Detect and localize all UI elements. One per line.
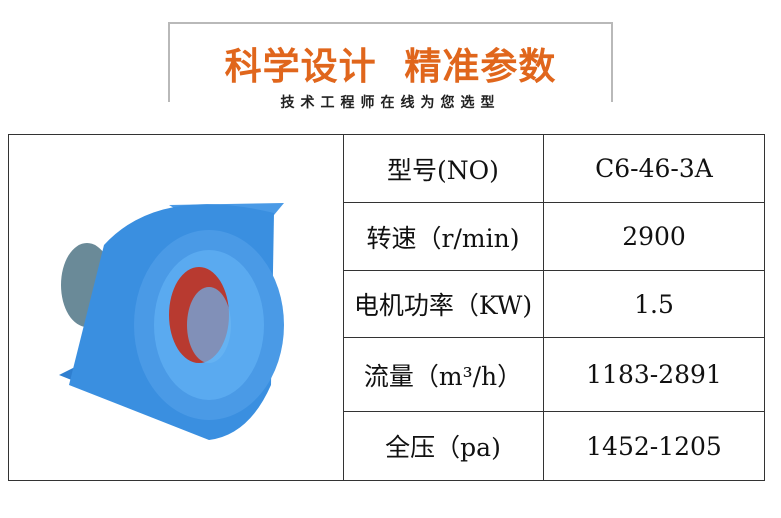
spec-label: 转速（r/min) [343, 203, 544, 270]
header-frame [168, 22, 613, 102]
spec-value: C6-46-3A [595, 154, 713, 183]
header-title: 科学设计 精准参数 [224, 45, 557, 88]
spec-value: 1183-2891 [586, 360, 722, 389]
header-subtitle: 技术工程师在线为您选型 [280, 95, 501, 111]
spec-row: 电机功率（KW) 1.5 [343, 271, 764, 338]
spec-label: 流量（m³/h） [343, 338, 544, 411]
spec-value: 1452-1205 [586, 431, 722, 461]
spec-label: 型号(NO) [343, 135, 544, 202]
spec-row: 转速（r/min) 2900 [343, 203, 764, 271]
product-image [9, 135, 344, 480]
spec-label: 电机功率（KW) [343, 271, 544, 337]
spec-label: 全压（pa) [343, 412, 544, 480]
spec-row: 流量（m³/h） 1183-2891 [343, 338, 764, 412]
spec-value: 1.5 [634, 289, 674, 319]
spec-table: 型号(NO) C6-46-3A 转速（r/min) 2900 电机功率（KW) … [8, 134, 765, 481]
spec-row: 型号(NO) C6-46-3A [343, 135, 764, 203]
spec-value: 2900 [622, 222, 686, 251]
spec-row: 全压（pa) 1452-1205 [343, 412, 764, 480]
